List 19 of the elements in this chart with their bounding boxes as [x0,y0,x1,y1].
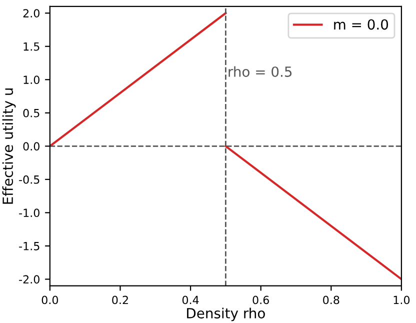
y-tick-label: 1.0 [24,76,40,84]
legend-label: m = 0.0 [334,19,388,30]
x-tick-label: 0.0 [42,296,58,304]
y-tick-label: 1.5 [24,42,40,51]
y-tick-label: 0.5 [23,108,40,118]
y-tick-label: -0.5 [19,175,40,184]
y-tick-label: 0.0 [23,142,40,151]
y-tick-label: -2.0 [19,275,40,284]
y-axis-title: Effective utility u [2,88,16,204]
ref-line-label: rho = 0.5 [228,66,292,77]
x-tick-label: 0.4 [182,296,199,304]
y-tick-label: -1.0 [19,208,40,218]
x-tick-label: 0.8 [323,296,340,304]
x-tick-label: 1.0 [394,296,410,304]
y-tick-label: -1.5 [19,242,40,250]
x-tick-label: 0.6 [252,296,269,304]
x-tick-label: 0.2 [112,296,128,304]
y-tick-label: 2.0 [23,9,40,18]
x-axis-title: Density rho [187,308,265,322]
